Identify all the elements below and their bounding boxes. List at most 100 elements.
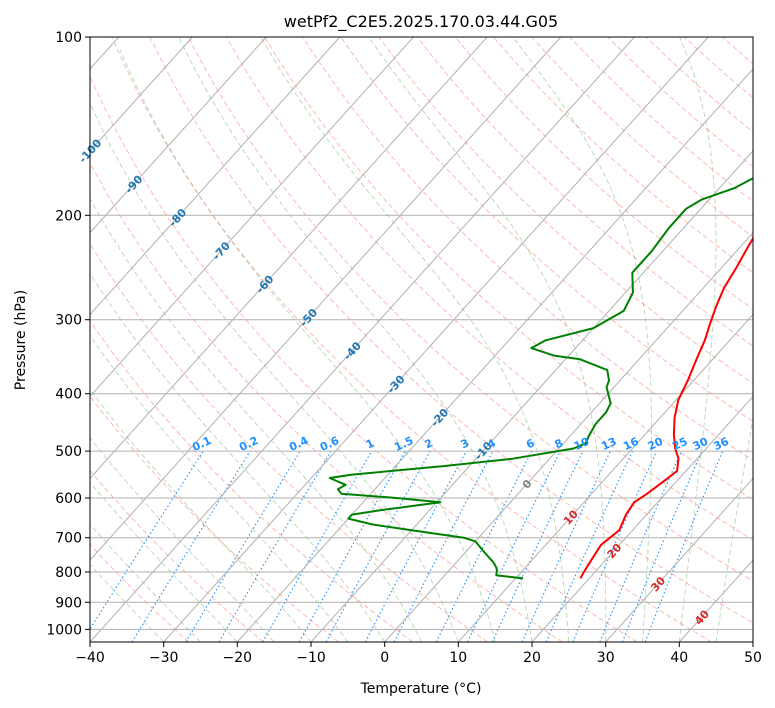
- dry-adiabat: [683, 37, 753, 99]
- moist-adiabat: [715, 415, 753, 642]
- dry-adiabat: [454, 37, 753, 310]
- dry-adiabat: [340, 37, 753, 423]
- y-tick-label: 1000: [46, 622, 82, 638]
- dry-adiabat: [378, 37, 753, 385]
- dry-adiabat: [645, 37, 753, 133]
- y-axis-ticks: 100 200 300 400 500 600 700 800 900 1000: [46, 30, 90, 638]
- dry-adiabat: [225, 37, 753, 541]
- dry-adiabat: [149, 37, 753, 624]
- isotherm-line: [752, 641, 753, 642]
- moist-adiabat: [90, 197, 422, 642]
- chart-title: wetPf2_C2E5.2025.170.03.44.G05: [284, 12, 558, 32]
- isotherm-lines: [90, 37, 753, 642]
- dry-adiabat: [90, 395, 339, 642]
- y-tick-label: 400: [55, 387, 82, 403]
- profile-lines: [328, 177, 753, 580]
- moist-adiabat: [90, 563, 165, 642]
- y-tick-label: 800: [55, 565, 82, 581]
- dry-adiabat: [90, 320, 414, 642]
- moist-adiabat: [90, 272, 386, 642]
- dry-adiabat-lines: [90, 37, 753, 642]
- y-tick-label: 900: [55, 595, 82, 611]
- dewpoint-profile-line: [328, 177, 753, 580]
- dry-adiabat: [111, 37, 712, 642]
- x-tick-label: 50: [744, 650, 762, 666]
- dry-adiabat: [90, 469, 264, 642]
- dry-adiabat: [187, 37, 753, 582]
- mixing-ratio-line: [467, 450, 561, 642]
- y-tick-label: 700: [55, 531, 82, 547]
- y-tick-label: 300: [55, 313, 82, 329]
- x-tick-label: 40: [670, 650, 688, 666]
- dry-adiabat: [416, 37, 753, 347]
- mixing-ratio-line: [262, 450, 373, 642]
- mixing-ratio-label: 16: [621, 435, 641, 453]
- isotherm-line: [90, 37, 341, 316]
- y-tick-label: 600: [55, 491, 82, 507]
- dry-adiabat: [264, 37, 753, 501]
- x-axis-label: Temperature (°C): [360, 681, 482, 697]
- isotherm-line: [90, 37, 635, 642]
- mixing-ratio-label: 2: [423, 436, 435, 451]
- mixing-ratio-label: 1: [364, 436, 376, 451]
- moist-adiabat: [90, 437, 275, 642]
- isotherm-line: [384, 232, 753, 642]
- mixing-ratio-label: 30: [691, 435, 711, 453]
- y-tick-label: 100: [55, 30, 82, 46]
- isotherm-line: [310, 150, 753, 642]
- isotherm-line: [90, 37, 562, 561]
- mixing-ratio-line: [325, 450, 431, 642]
- moist-adiabat: [119, 49, 496, 642]
- mixing-ratio-label: 13: [599, 435, 618, 453]
- moist-adiabat: [512, 37, 653, 642]
- dry-adiabat: [90, 242, 488, 642]
- x-tick-label: −10: [296, 650, 326, 666]
- mixing-ratio-label: 25: [670, 435, 689, 453]
- isotherm-line: [90, 37, 488, 480]
- y-tick-label: 200: [55, 208, 82, 224]
- isotherm-line: [90, 37, 193, 152]
- mixing-ratio-line: [491, 450, 584, 642]
- mixing-ratio-line: [599, 450, 682, 642]
- mixing-ratio-line: [298, 450, 406, 642]
- dry-adiabat: [607, 37, 753, 168]
- mixing-ratio-line: [644, 450, 724, 642]
- y-axis-label: Pressure (hPa): [13, 290, 29, 390]
- moist-adiabat: [178, 37, 533, 642]
- mixing-ratio-line: [572, 450, 658, 642]
- moist-adiabat: [90, 481, 238, 642]
- x-tick-label: −20: [223, 650, 253, 666]
- mixing-ratio-line: [131, 450, 251, 642]
- x-tick-label: 30: [597, 650, 615, 666]
- mixing-ratio-line: [621, 450, 703, 642]
- moist-adiabat: [368, 37, 607, 642]
- mixing-ratio-label: 36: [712, 435, 732, 453]
- moist-adiabat: [90, 523, 201, 642]
- dry-adiabat: [531, 37, 753, 238]
- plot-frame: [89, 36, 754, 643]
- x-tick-label: 10: [449, 650, 467, 666]
- isotherm-line: [457, 313, 753, 642]
- isotherm-line: [90, 37, 267, 234]
- dry-adiabat: [90, 161, 563, 642]
- moist-adiabat: [678, 37, 717, 642]
- mixing-ratio-line: [185, 450, 301, 642]
- isotherm-line: [605, 477, 753, 642]
- x-tick-label: 0: [380, 650, 389, 666]
- moist-adiabat: [90, 334, 349, 642]
- isotherm-line: [236, 68, 753, 642]
- dry-adiabat: [493, 37, 753, 274]
- moist-adiabat-lines: [90, 37, 753, 642]
- mixing-ratio-labels: 0.1 0.2 0.4 0.6 1 1.5 2 3 4 6 8 10 13 16 20 25 30 36: [190, 434, 731, 454]
- pressure-gridlines: [90, 37, 753, 630]
- x-tick-label: −30: [149, 650, 179, 666]
- mixing-ratio-line: [435, 450, 533, 642]
- mixing-ratio-lines: [90, 450, 724, 642]
- mixing-ratio-line: [90, 450, 204, 630]
- dry-adiabat: [90, 75, 638, 642]
- mixing-ratio-label: 3: [459, 436, 471, 451]
- isotherm-line: [678, 559, 753, 642]
- mixing-ratio-label: 10: [572, 435, 592, 453]
- moist-adiabat: [90, 102, 459, 642]
